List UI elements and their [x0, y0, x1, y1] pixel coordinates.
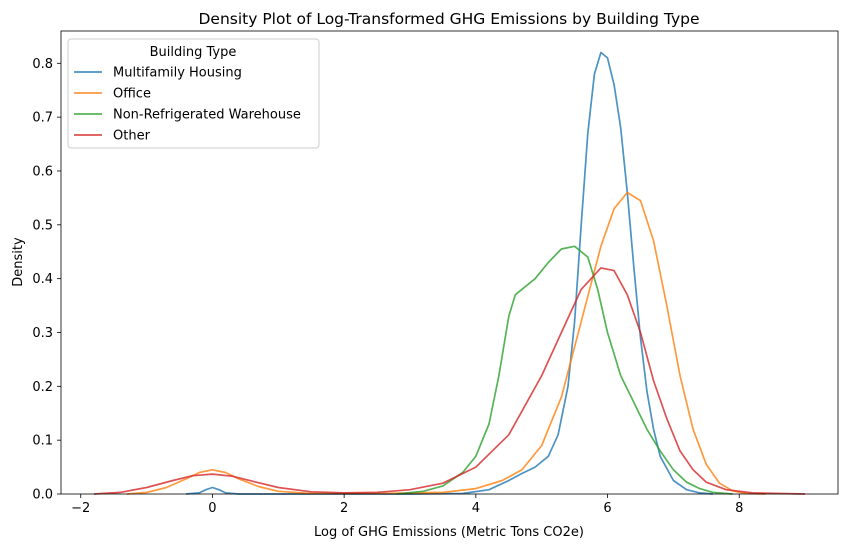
legend-label: Non-Refrigerated Warehouse	[113, 108, 301, 123]
legend-box	[67, 38, 320, 149]
series-line-2	[396, 245, 733, 495]
y-tick-label: 0.1	[32, 434, 53, 449]
y-axis: 0.0 0.1 0.2 0.3 0.4 0.5 0.6 0.7 0.8	[32, 57, 61, 503]
x-axis: −2 0 2 4 6 8	[71, 494, 743, 516]
x-tick-label: 2	[340, 501, 348, 516]
y-tick-label: 0.6	[32, 164, 53, 179]
legend-label: Multifamily Housing	[113, 66, 242, 81]
y-tick-label: 0.3	[32, 326, 53, 341]
x-tick-label: −2	[71, 501, 90, 516]
x-tick-label: 4	[472, 501, 480, 516]
legend-title: Building Type	[150, 45, 237, 60]
series-line-3	[93, 267, 806, 495]
x-tick-label: 8	[735, 501, 743, 516]
y-tick-label: 0.7	[32, 111, 53, 126]
y-tick-label: 0.4	[32, 272, 53, 287]
series-line-1	[126, 191, 766, 495]
x-tick-label: 0	[208, 501, 216, 516]
y-tick-label: 0.2	[32, 380, 53, 395]
chart-title: Density Plot of Log-Transformed GHG Emis…	[198, 10, 699, 28]
y-tick-label: 0.5	[32, 218, 53, 233]
y-tick-label: 0.8	[32, 57, 53, 72]
x-tick-label: 6	[603, 501, 611, 516]
x-axis-label: Log of GHG Emissions (Metric Tons CO2e)	[314, 525, 584, 540]
legend: Building Type Multifamily Housing Office N…	[67, 38, 320, 149]
legend-label: Other	[113, 129, 151, 144]
y-axis-label: Density	[11, 237, 26, 287]
plot-frame	[60, 30, 839, 495]
legend-label: Office	[113, 87, 151, 102]
y-tick-label: 0.0	[32, 488, 53, 503]
